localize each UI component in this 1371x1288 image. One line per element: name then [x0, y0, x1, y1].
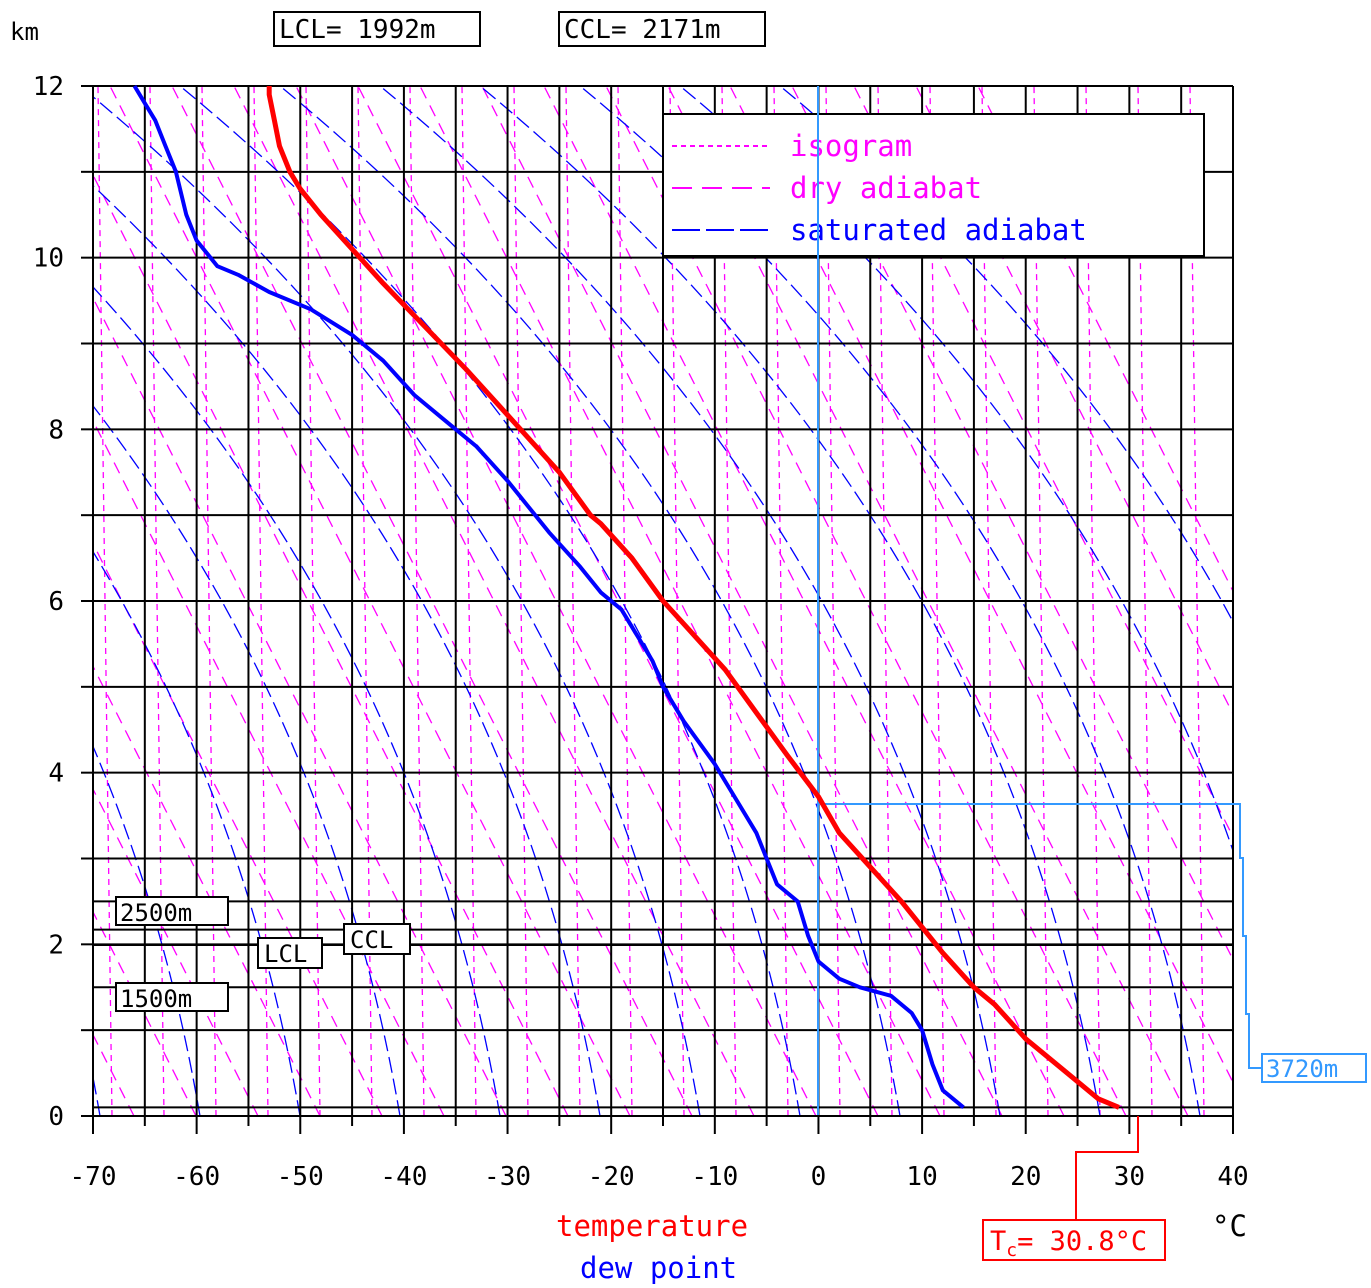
y-axis-unit: km [10, 18, 39, 46]
x-tick-label: -10 [691, 1162, 738, 1192]
x-tick-label: 10 [906, 1162, 937, 1192]
y-tick-label: 8 [48, 415, 64, 445]
saturated-adiabat-line [479, 86, 1101, 1116]
legend-dry-adiabat-label: dry adiabat [790, 171, 982, 205]
x-tick-label: 0 [811, 1162, 827, 1192]
dew-point-label: dew point [580, 1251, 737, 1285]
y-tick-label: 6 [48, 587, 64, 617]
marker-lcl-label: LCL [264, 940, 307, 968]
x-tick-label: -30 [484, 1162, 531, 1192]
dry-adiabat-line [0, 86, 10, 1116]
marker-2500m-box [115, 896, 229, 926]
saturated-adiabat-line [93, 286, 501, 1116]
y-tick-label: 10 [33, 244, 64, 274]
isogram-line [1242, 86, 1256, 1116]
y-tick-label: 4 [48, 759, 64, 789]
marker-ccl-label: CCL [350, 926, 393, 954]
saturated-adiabat-line [93, 96, 701, 1116]
x-tick-label: -20 [588, 1162, 635, 1192]
grid [92, 85, 1234, 1117]
x-axis-unit: °C [1212, 1209, 1247, 1243]
x-tick-label: -60 [173, 1162, 220, 1192]
convective-temperature-marker: Tc= 30.8°C [982, 1116, 1166, 1261]
x-tick-label: 30 [1114, 1162, 1145, 1192]
temperature-series-line [266, 86, 1120, 1110]
ccl-summary-box [558, 11, 766, 47]
y-tick-label: 0 [48, 1102, 64, 1132]
tc-connector [1075, 1116, 1139, 1220]
marker-lcl-box [257, 937, 323, 969]
top-level-label: 3720m [1266, 1055, 1338, 1083]
x-tick-label: 20 [1010, 1162, 1041, 1192]
level-markers: 2500m 1500m LCL CCL [115, 896, 411, 1013]
top-level-box [1261, 1053, 1367, 1083]
marker-1500m-box [115, 982, 229, 1012]
x-tick-label: -50 [277, 1162, 324, 1192]
lcl-summary-box [273, 11, 481, 47]
legend: isogram dry adiabat saturated adiabat [662, 113, 1205, 257]
ccl-summary-label: CCL= 2171m [564, 15, 721, 45]
y-tick-label: 2 [48, 930, 64, 960]
freezing-level-marker: 3720m [817, 86, 1367, 1116]
lcl-summary-label: LCL= 1992m [279, 15, 436, 45]
axes: -70 -60 -50 -40 -30 -20 -10 0 10 20 30 40 0 2 4 6 8 10 12 [33, 72, 1249, 1192]
legend-isogram-label: isogram [790, 129, 912, 163]
saturated-adiabat-line [579, 86, 1201, 1116]
x-tick-label: -40 [380, 1162, 427, 1192]
saturated-adiabat-line [779, 86, 1233, 623]
tc-box [982, 1219, 1166, 1261]
x-tick-label: 40 [1217, 1162, 1248, 1192]
tc-label: Tc= 30.8°C [990, 1226, 1147, 1261]
top-level-connector [818, 803, 1262, 1069]
marker-2500m-label: 2500m [120, 899, 192, 927]
dew-point-series-line [132, 84, 965, 1109]
saturated-adiabat-line [679, 86, 1233, 853]
marker-ccl-box [343, 923, 411, 955]
marker-1500m-label: 1500m [120, 985, 192, 1013]
saturated-adiabat-line [93, 404, 401, 1116]
saturated-adiabat-line [93, 744, 201, 1116]
saturated-adiabat-line [93, 184, 601, 1116]
series-group [132, 84, 1120, 1110]
y-tick-label: 12 [33, 72, 64, 102]
saturated-adiabat-line [279, 86, 901, 1116]
temperature-label: temperature [556, 1209, 748, 1243]
legend-saturated-adiabat-label: saturated adiabat [790, 213, 1087, 247]
x-tick-label: -70 [70, 1162, 117, 1192]
